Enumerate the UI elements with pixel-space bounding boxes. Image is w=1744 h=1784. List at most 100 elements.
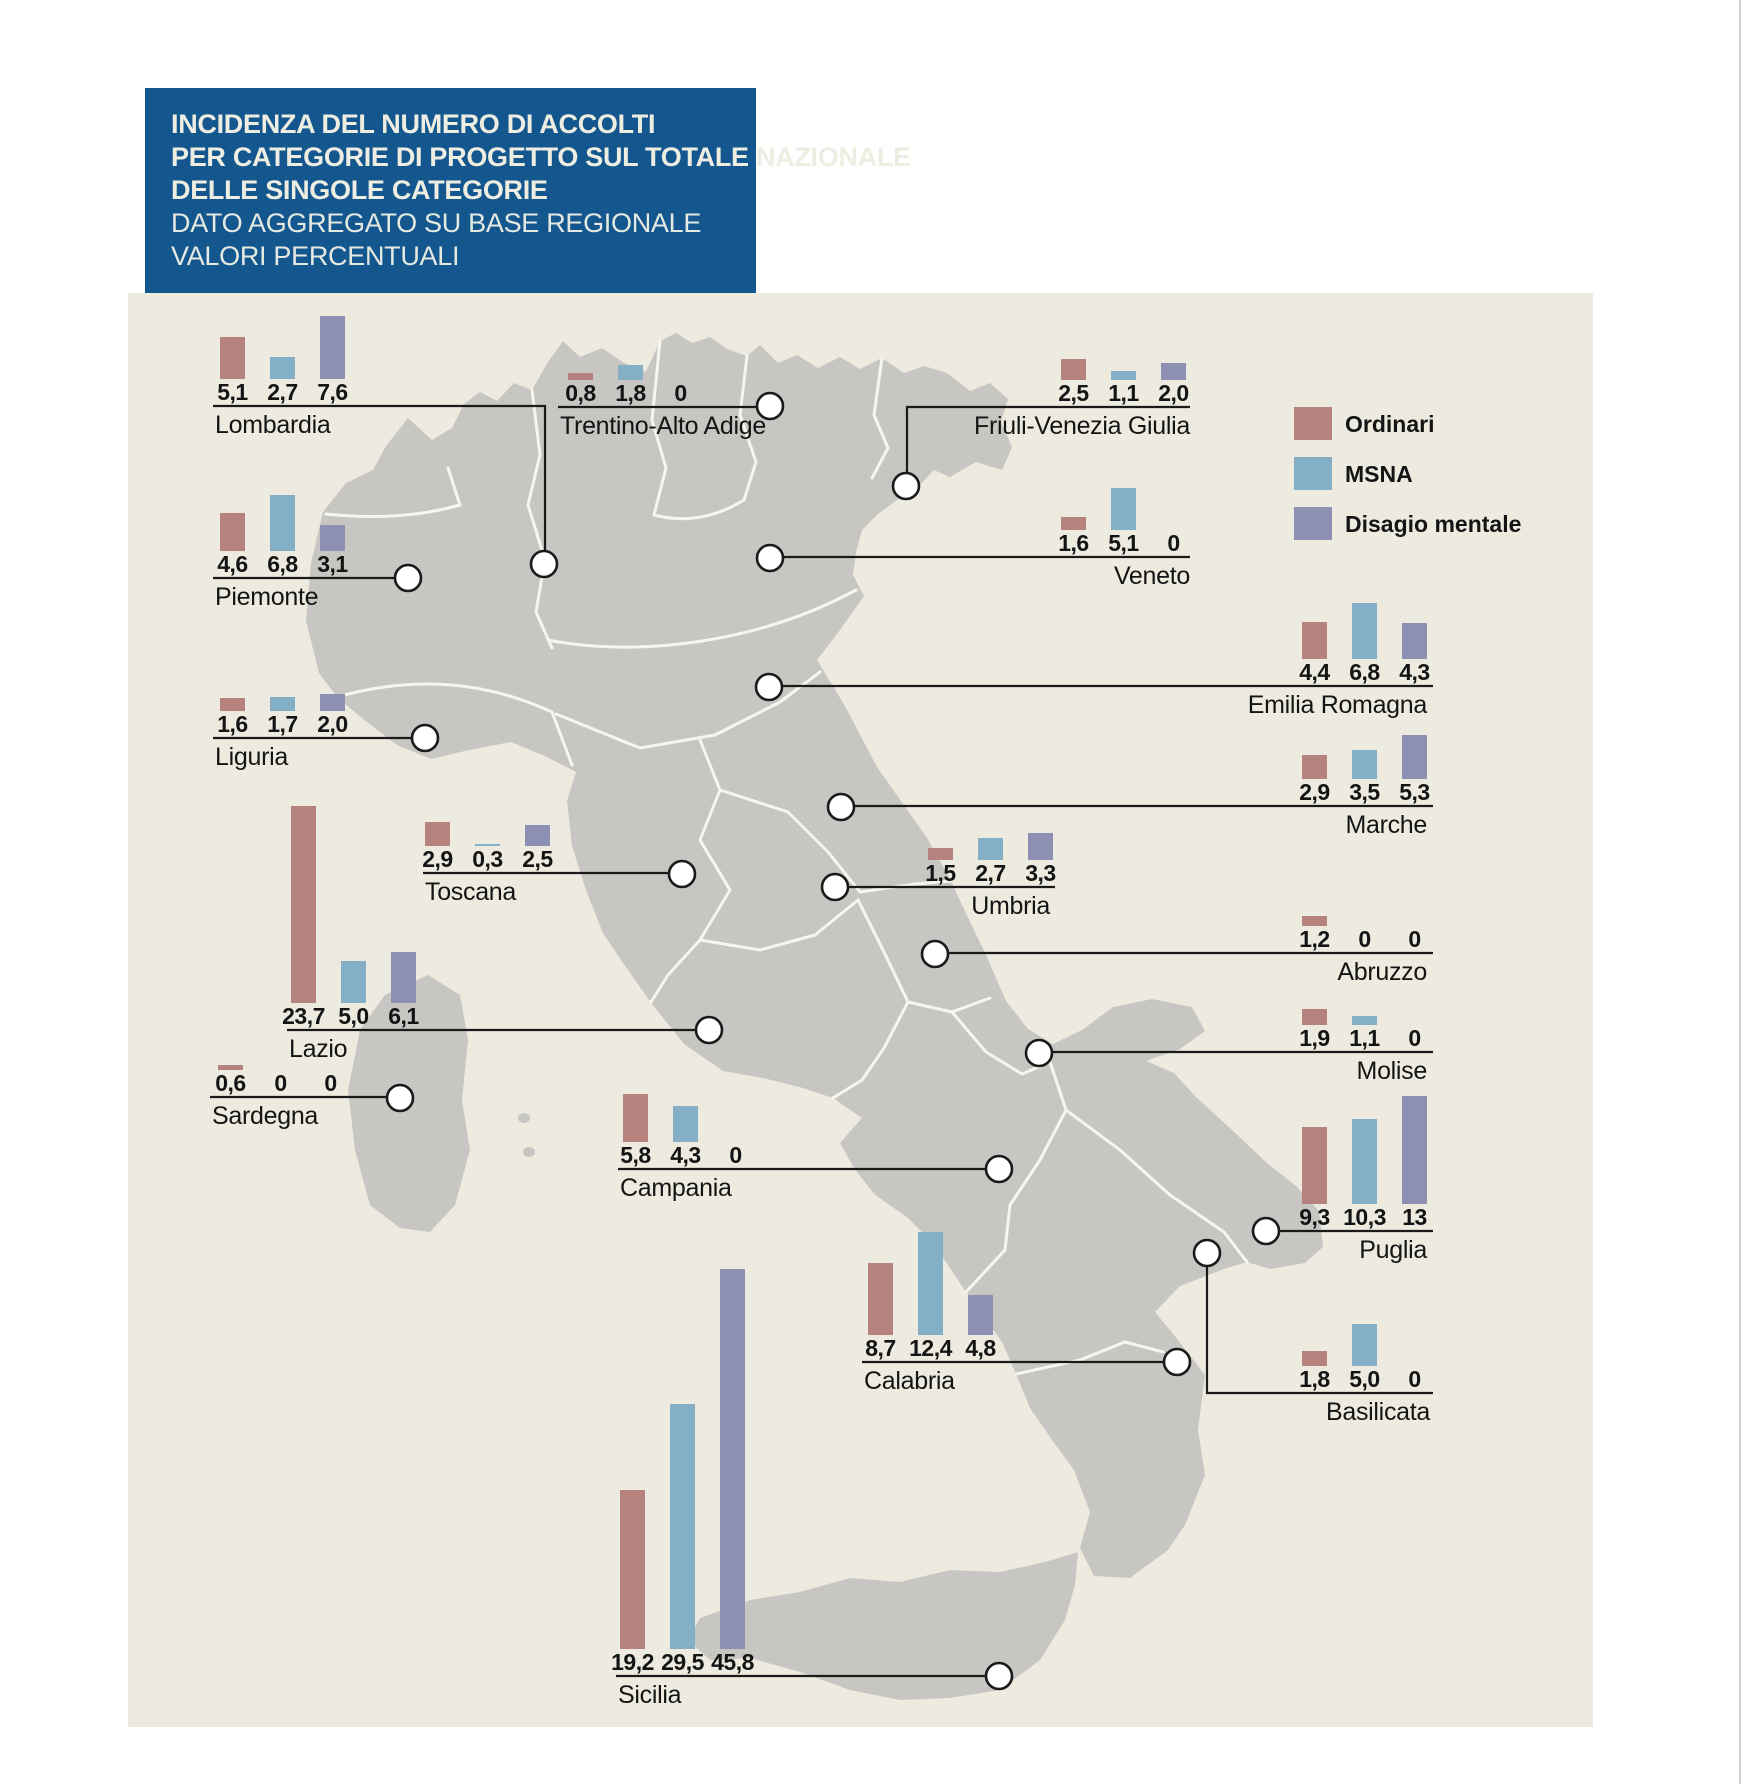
- bar-disagio-mentale: [320, 525, 345, 551]
- bar-ordinari: [568, 373, 593, 380]
- bar-value: 1,1: [1108, 380, 1139, 406]
- bar-value: 0: [1167, 530, 1180, 556]
- map-marker-abruzzo: [920, 939, 950, 969]
- bar-disagio-mentale: [320, 694, 345, 711]
- bar-value: 2,5: [1058, 380, 1089, 406]
- bar-value: 1,1: [1349, 1025, 1380, 1051]
- bar-ordinari: [1061, 517, 1086, 530]
- region-border-line: [546, 588, 858, 649]
- region-border-line: [718, 788, 953, 894]
- region-label: Umbria: [971, 892, 1050, 920]
- bar-ordinari: [1302, 1009, 1327, 1025]
- bar-ordinari: [868, 1263, 893, 1335]
- map-marker-lombardia: [529, 549, 559, 579]
- legend-label: Disagio mentale: [1345, 511, 1522, 537]
- bar-value: 2,9: [1299, 779, 1330, 805]
- small-islet: [518, 1113, 530, 1123]
- map-marker-liguria: [410, 723, 440, 753]
- bar-msna: [270, 357, 295, 379]
- bar-msna: [673, 1106, 698, 1142]
- legend-label: Ordinari: [1345, 411, 1435, 437]
- bar-value: 2,5: [522, 846, 553, 872]
- region-border-line: [335, 682, 574, 767]
- bar-ordinari: [1302, 755, 1327, 779]
- bar-msna: [341, 961, 366, 1003]
- region-label: Molise: [1356, 1057, 1428, 1085]
- small-islet: [523, 1147, 535, 1157]
- map-marker-toscana: [667, 859, 697, 889]
- italy-mainland: [306, 333, 1323, 1578]
- bar-value: 2,0: [1158, 380, 1189, 406]
- region-label: Veneto: [1113, 562, 1190, 590]
- bar-value: 19,2: [611, 1649, 654, 1675]
- map-marker-friuli-venezia-giulia: [891, 471, 921, 501]
- bar-value: 23,7: [282, 1003, 325, 1029]
- map-marker-sardegna: [385, 1083, 415, 1113]
- bar-msna: [1352, 750, 1377, 779]
- bar-value: 6,1: [388, 1003, 419, 1029]
- bar-disagio-mentale: [320, 316, 345, 379]
- bar-value: 4,3: [1399, 659, 1430, 685]
- map-marker-emilia-romagna: [754, 672, 784, 702]
- bar-value: 5,3: [1399, 779, 1430, 805]
- map-marker-puglia: [1251, 1216, 1281, 1246]
- bar-value: 5,1: [217, 379, 248, 405]
- bar-value: 3,1: [317, 551, 348, 577]
- map-marker-marche: [826, 792, 856, 822]
- bar-value: 2,0: [317, 711, 348, 737]
- bar-value: 0,3: [472, 846, 503, 872]
- italy-landmass: [306, 333, 1323, 1700]
- bar-disagio-mentale: [1402, 623, 1427, 659]
- region-label: Trentino-Alto Adige: [560, 412, 766, 440]
- region-borders: [324, 339, 1249, 1376]
- bar-value: 4,3: [670, 1142, 701, 1168]
- region-border-line: [950, 1010, 1052, 1076]
- bar-value: 2,9: [422, 846, 453, 872]
- bar-value: 3,3: [1025, 860, 1056, 886]
- subtitle-line-2: VALORI PERCENTUALI: [171, 241, 460, 271]
- connector-line: [905, 405, 1190, 486]
- bar-disagio-mentale: [968, 1295, 993, 1335]
- legend-swatch-disagio-mentale: [1294, 507, 1332, 540]
- region-label: Abruzzo: [1337, 958, 1427, 986]
- map-marker-calabria: [1162, 1347, 1192, 1377]
- region-label: Liguria: [215, 743, 288, 771]
- region-label: Puglia: [1359, 1236, 1427, 1264]
- map-marker-trentino-alto-adige: [755, 391, 785, 421]
- bar-ordinari: [291, 806, 316, 1003]
- region-border-line: [698, 898, 860, 952]
- bar-ordinari: [1302, 622, 1327, 659]
- connector-line: [213, 404, 547, 564]
- title-line-1: INCIDENZA DEL NUMERO DI ACCOLTI: [171, 109, 656, 139]
- bar-value: 4,6: [217, 551, 248, 577]
- bar-msna: [1111, 488, 1136, 530]
- bar-msna: [270, 495, 295, 551]
- bar-value: 1,6: [1058, 530, 1089, 556]
- bar-value: 1,9: [1299, 1025, 1330, 1051]
- bar-msna: [1352, 1119, 1377, 1204]
- title-box: INCIDENZA DEL NUMERO DI ACCOLTI PER CATE…: [145, 88, 911, 293]
- bar-ordinari: [218, 1065, 243, 1070]
- bar-value: 5,1: [1108, 530, 1139, 556]
- bar-value: 0: [1408, 926, 1421, 952]
- bar-value: 1,5: [925, 860, 956, 886]
- bar-value: 2,7: [975, 860, 1006, 886]
- map-marker-basilicata: [1192, 1238, 1222, 1268]
- bar-disagio-mentale: [720, 1269, 745, 1649]
- bar-value: 1,2: [1299, 926, 1330, 952]
- region-label: Sardegna: [212, 1102, 319, 1130]
- page-edge-line: [1739, 0, 1741, 1784]
- bar-value: 1,8: [1299, 1366, 1330, 1392]
- connector-lines: [210, 404, 1433, 1678]
- bar-value: 8,7: [865, 1335, 896, 1361]
- map-marker-molise: [1024, 1038, 1054, 1068]
- region-label: Emilia Romagna: [1247, 691, 1428, 719]
- title-line-3: DELLE SINGOLE CATEGORIE: [171, 175, 548, 205]
- region-label: Sicilia: [618, 1681, 682, 1709]
- bar-disagio-mentale: [391, 952, 416, 1003]
- bar-value: 0: [729, 1142, 742, 1168]
- bar-value: 4,4: [1299, 659, 1330, 685]
- bar-ordinari: [220, 337, 245, 379]
- region-border-line: [652, 498, 746, 521]
